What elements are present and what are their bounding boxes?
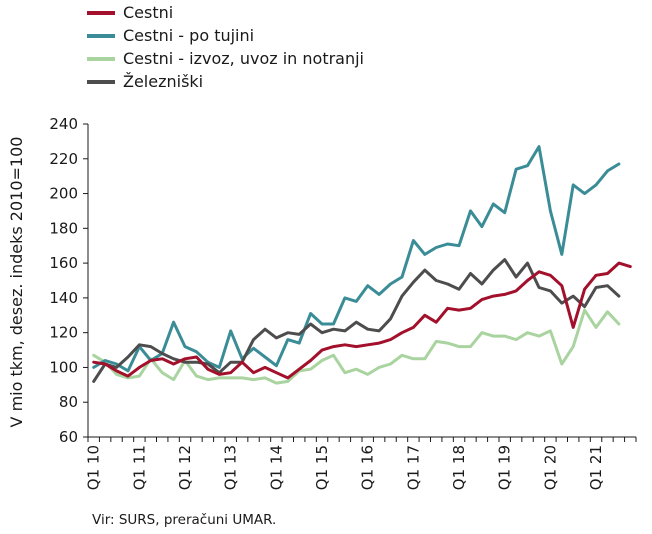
y-tick-label: 240 bbox=[49, 115, 78, 133]
x-tick-label: Q1 13 bbox=[222, 445, 240, 490]
x-tick-label: Q1 18 bbox=[450, 445, 468, 490]
x-tick-label: Q1 12 bbox=[176, 445, 194, 490]
legend-label: Železniški bbox=[123, 72, 203, 91]
legend-label: Cestni - izvoz, uvoz in notranji bbox=[123, 49, 364, 68]
x-tick-label: Q1 15 bbox=[313, 445, 331, 490]
y-tick-label: 200 bbox=[49, 185, 78, 203]
legend-label: Cestni - po tujini bbox=[123, 26, 254, 45]
x-tick-label: Q1 21 bbox=[587, 445, 605, 490]
x-tick-label: Q1 14 bbox=[267, 445, 285, 490]
x-tick-label: Q1 10 bbox=[85, 445, 103, 490]
legend: Cestni Cestni - po tujini Cestni - izvoz, … bbox=[87, 3, 364, 91]
series-layer bbox=[92, 145, 632, 385]
y-tick-label: 180 bbox=[49, 219, 78, 237]
y-tick-label: 100 bbox=[49, 358, 78, 376]
x-tick-label: Q1 11 bbox=[130, 445, 148, 490]
series-line-2 bbox=[92, 308, 621, 385]
x-tick-label: Q1 16 bbox=[359, 445, 377, 490]
x-axis: Q1 10 Q1 11 Q1 12 Q1 13 Q1 14 Q1 15 Q1 16 Q1 17… bbox=[85, 436, 637, 490]
y-tick-label: 220 bbox=[49, 150, 78, 168]
x-tick-label: Q1 20 bbox=[541, 445, 559, 490]
x-tick-label: Q1 17 bbox=[404, 445, 422, 490]
y-axis: 60 80 100 120 140 160 180 200 220 240 bbox=[49, 115, 89, 446]
y-tick-label: 60 bbox=[59, 428, 78, 446]
y-tick-label: 80 bbox=[59, 393, 78, 411]
legend-label: Cestni bbox=[123, 3, 173, 22]
series-line-0 bbox=[92, 261, 632, 380]
y-tick-label: 120 bbox=[49, 324, 78, 342]
y-tick-label: 140 bbox=[49, 289, 78, 307]
series-line-1 bbox=[92, 145, 621, 373]
y-axis-title: V mio tkm, desez. indeks 2010=100 bbox=[7, 137, 26, 428]
x-tick-label: Q1 19 bbox=[496, 445, 514, 490]
source-note: Vir: SURS, preračuni UMAR. bbox=[92, 512, 276, 528]
y-tick-label: 160 bbox=[49, 254, 78, 272]
